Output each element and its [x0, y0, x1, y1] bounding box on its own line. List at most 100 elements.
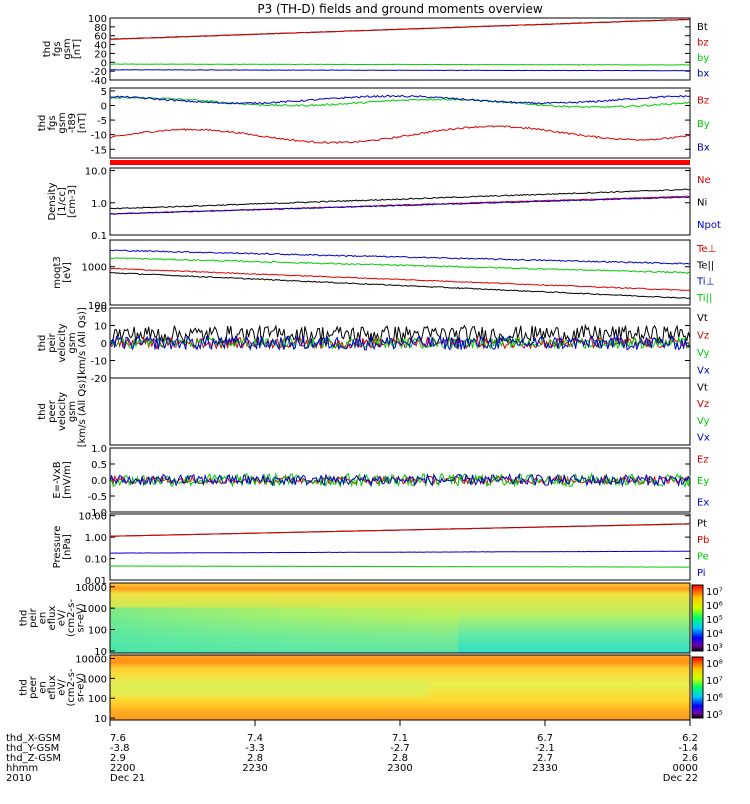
- x-axis-tick-label: -1.4: [678, 743, 698, 754]
- y-tick-label: 100: [88, 301, 107, 312]
- legend-by: by: [697, 53, 709, 64]
- svg-text:Pressure: Pressure: [52, 526, 63, 569]
- y-tick-label: -20: [91, 374, 107, 385]
- x-axis-tick-label: 2330: [532, 763, 557, 774]
- y-axis-label: thd peer velocity gsm [km/s (All Qs)]: [37, 376, 88, 448]
- legend-vt: Vt: [697, 382, 708, 393]
- colorbar-tick-label: 10⁸: [706, 659, 723, 670]
- panel-frame: [109, 513, 691, 581]
- legend-vz: Vz: [697, 330, 709, 341]
- svg-text:thd: thd: [19, 610, 30, 627]
- x-axis-tick-label: 7.6: [110, 733, 126, 744]
- series-vt: [109, 323, 691, 345]
- y-axis-label: E=-VxB [mV/m]: [52, 461, 73, 499]
- series-ni: [109, 188, 691, 210]
- y-tick-label: 0.1: [91, 231, 107, 242]
- x-axis-tick-label: 2.9: [110, 753, 126, 764]
- svg-text:(cm2-s-: (cm2-s-: [66, 599, 77, 637]
- panel-7: 1.0 0.5 0.0 -0.5 -1.0 E=-VxB [mV/m] Ez Ey Ex: [52, 444, 709, 519]
- x-axis-tick-label: Dec 21: [110, 773, 145, 784]
- svg-text:thd: thd: [37, 335, 48, 352]
- svg-text:eflux: eflux: [47, 675, 58, 700]
- svg-text:peir: peir: [47, 332, 58, 352]
- legend-ti: Ti⊥: [696, 277, 714, 288]
- spectrograms: 10000100010010thdpeirenefluxeV/(cm2-s-sr…: [19, 582, 723, 725]
- series-bx: [109, 69, 690, 72]
- svg-text:[cm-3]: [cm-3]: [67, 185, 78, 218]
- svg-text:gsm: gsm: [67, 332, 78, 353]
- x-axis-tick-label: -3.8: [110, 743, 130, 754]
- legend-vy: Vy: [697, 348, 710, 359]
- y-tick-label: -20: [91, 67, 107, 78]
- x-axis-tick-label: 2.8: [392, 753, 408, 764]
- x-axis-tick-label: -3.3: [245, 743, 265, 754]
- series-pi: [109, 550, 690, 554]
- colorbar: [691, 656, 704, 719]
- series-pe: [109, 565, 690, 568]
- svg-text:(cm2-s-: (cm2-s-: [66, 668, 77, 706]
- colorbar-tick-label: 10⁵: [706, 710, 723, 721]
- colorbar-tick-label: 10⁶: [706, 693, 723, 704]
- y-tick-label: 1000: [82, 674, 107, 685]
- colorbar-tick-label: 10⁵: [706, 615, 723, 626]
- legend-vy: Vy: [697, 416, 710, 427]
- panel-frame: [109, 377, 691, 446]
- legend-by: By: [697, 119, 710, 130]
- svg-text:Density: Density: [47, 182, 58, 220]
- x-axis-tick-label: 7.1: [392, 733, 408, 744]
- y-tick-label: 40: [94, 41, 107, 52]
- svg-text:velocity: velocity: [57, 323, 68, 362]
- spectrogram-frame: [109, 582, 691, 654]
- panel-frame: [109, 167, 691, 236]
- y-tick-label: 60: [94, 32, 107, 43]
- legend-te: Te⊥: [696, 244, 716, 255]
- x-axis-row-label: hhmm: [6, 763, 38, 774]
- svg-text:peer: peer: [47, 399, 58, 423]
- y-tick-label: 100: [88, 626, 107, 637]
- legend-te: Te||: [696, 260, 714, 271]
- legend-ex: Ex: [697, 497, 709, 508]
- y-tick-label: 0.10: [85, 555, 107, 566]
- y-tick-label: 1.00: [85, 533, 107, 544]
- y-tick-label: 1.0: [91, 444, 107, 455]
- x-axis-tick-label: 2.7: [537, 753, 553, 764]
- legend-bt: Bt: [697, 22, 708, 33]
- x-axis-tick-label: 2.6: [682, 753, 698, 764]
- panel-frame: [109, 17, 691, 81]
- svg-text:peer: peer: [28, 675, 39, 699]
- y-tick-label: 10.00: [78, 512, 107, 523]
- y-tick-label: -40: [91, 76, 107, 87]
- x-axis-table: thd_X-GSMthd_Y-GSMthd_Z-GSMhhmm20107.6-3…: [6, 720, 698, 784]
- y-tick-label: 1.0: [91, 199, 107, 210]
- y-tick-label: 20: [94, 304, 107, 315]
- chart-title: P3 (TH-D) fields and ground moments over…: [257, 2, 542, 16]
- y-tick-label: 10000: [75, 654, 107, 665]
- y-axis-label: thd fgs gsm [nT]: [42, 38, 83, 59]
- svg-text:velocity: velocity: [57, 392, 68, 431]
- svg-text:thd: thd: [37, 115, 48, 132]
- series-te: [109, 271, 691, 299]
- svg-text:peir: peir: [28, 607, 39, 627]
- svg-text:[nT]: [nT]: [72, 39, 83, 59]
- x-axis-tick-label: 2200: [110, 763, 135, 774]
- legend-vx: Vx: [697, 433, 710, 444]
- y-tick-label: 1000: [82, 604, 107, 615]
- y-axis-label: Density [1/cc] [cm-3]: [47, 182, 78, 220]
- svg-text:sr-eV): sr-eV): [76, 673, 87, 702]
- series-vz: [109, 335, 691, 350]
- series-bx: [109, 94, 691, 105]
- x-axis-tick-label: 6.7: [537, 733, 553, 744]
- svg-text:moqt3: moqt3: [52, 256, 63, 289]
- y-tick-label: -10: [91, 357, 107, 368]
- series-ti: [109, 257, 691, 274]
- svg-text:en: en: [38, 681, 49, 694]
- svg-text:gsm: gsm: [62, 38, 73, 59]
- y-tick-label: -1.0: [87, 508, 107, 519]
- y-tick-label: 10.0: [85, 167, 107, 178]
- legend-ti: Ti||: [696, 293, 712, 304]
- colorbar-tick-label: 10⁴: [706, 629, 723, 640]
- svg-text:-t89: -t89: [67, 113, 78, 133]
